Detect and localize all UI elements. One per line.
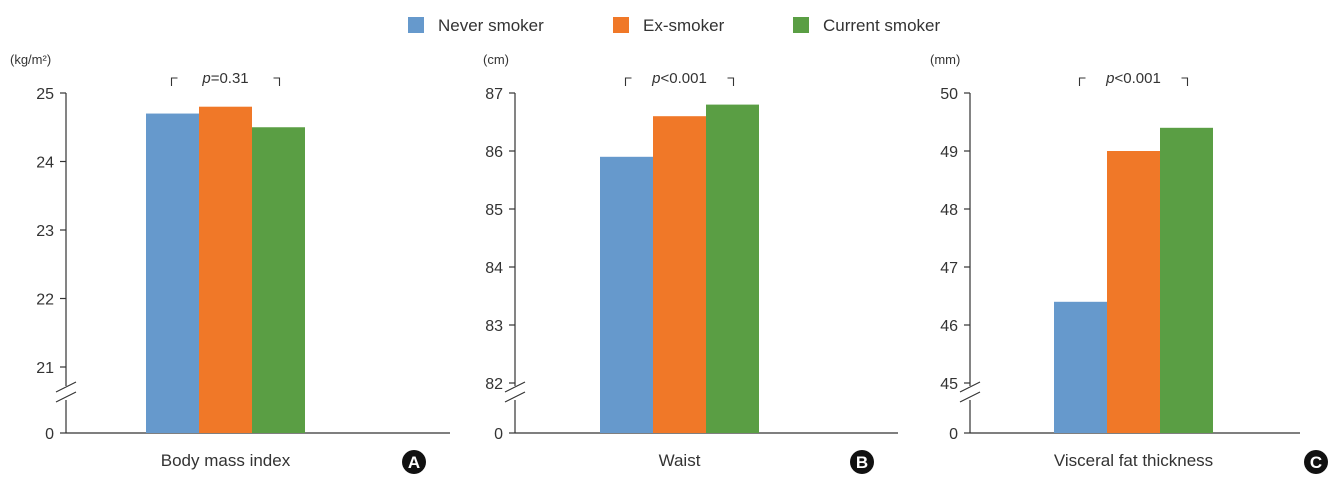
y-unit-label: (kg/m²) xyxy=(10,52,51,67)
bar-never-smoker xyxy=(146,113,199,434)
legend-label: Ex-smoker xyxy=(643,16,725,35)
bar-never-smoker xyxy=(600,156,653,434)
legend-item: Current smoker xyxy=(793,16,940,35)
p-symbol: p xyxy=(201,70,210,87)
p-bracket-left xyxy=(1078,77,1086,86)
p-value-text: <0.001 xyxy=(1115,70,1161,87)
p-value-annotation: p=0.31 xyxy=(170,70,281,87)
legend: Never smoker Ex-smoker Current smoker xyxy=(408,16,940,35)
y-unit-label: (cm) xyxy=(483,52,509,67)
p-bracket-right xyxy=(273,77,281,86)
x-category-label: Body mass index xyxy=(161,451,291,470)
p-value-annotation: p<0.001 xyxy=(1078,70,1189,87)
y-tick-label: 22 xyxy=(36,292,54,309)
y-tick-label: 0 xyxy=(949,426,958,443)
panel-letter-badge: A xyxy=(402,450,426,474)
y-tick-label: 0 xyxy=(494,426,503,443)
p-bracket-left xyxy=(624,77,632,86)
legend-label: Never smoker xyxy=(438,16,544,35)
y-tick-label: 84 xyxy=(485,260,503,277)
legend-item: Ex-smoker xyxy=(613,16,725,35)
p-symbol: p xyxy=(1105,70,1114,87)
p-bracket-right xyxy=(727,77,735,86)
p-bracket-right xyxy=(1181,77,1189,86)
y-tick-label: 86 xyxy=(485,144,503,161)
bar-current-smoker xyxy=(252,127,305,433)
axis-break xyxy=(959,381,981,403)
p-bracket-left xyxy=(170,77,178,86)
bar-ex-smoker xyxy=(653,116,706,433)
y-tick-label: 50 xyxy=(940,86,958,103)
y-tick-label: 45 xyxy=(940,376,958,393)
p-value-label: p<0.001 xyxy=(651,70,707,87)
legend-label: Current smoker xyxy=(823,16,940,35)
y-tick-label: 82 xyxy=(485,376,503,393)
panel-letter: C xyxy=(1310,453,1322,472)
p-value-text: <0.001 xyxy=(661,70,707,87)
p-value-label: p=0.31 xyxy=(201,70,248,87)
y-tick-label: 87 xyxy=(485,86,503,103)
chart-panel-c: 0 45 46 47 48 49 50 (mm) Visceral fat thickness p… xyxy=(930,52,1328,474)
bar-never-smoker xyxy=(1054,301,1107,433)
p-symbol: p xyxy=(651,70,660,87)
legend-swatch xyxy=(408,17,424,33)
y-tick-label: 23 xyxy=(36,223,54,240)
y-tick-label: 83 xyxy=(485,318,503,335)
y-tick-label: 85 xyxy=(485,202,503,219)
y-tick-label: 0 xyxy=(45,426,54,443)
axis-break xyxy=(504,381,526,403)
legend-swatch xyxy=(613,17,629,33)
legend-swatch xyxy=(793,17,809,33)
x-category-label: Visceral fat thickness xyxy=(1054,451,1213,470)
y-unit-label: (mm) xyxy=(930,52,960,67)
panel-letter: A xyxy=(408,453,420,472)
panel-letter-badge: C xyxy=(1304,450,1328,474)
bar-ex-smoker xyxy=(1107,151,1160,433)
legend-item: Never smoker xyxy=(408,16,544,35)
y-tick-label: 48 xyxy=(940,202,958,219)
p-value-label: p<0.001 xyxy=(1105,70,1161,87)
y-tick-label: 49 xyxy=(940,144,958,161)
y-tick-label: 25 xyxy=(36,86,54,103)
panel-letter: B xyxy=(856,453,868,472)
chart-panel-a: 0 21 22 23 24 25 (kg/m²) Body mass index p=0.31 A xyxy=(10,52,450,474)
axis-break xyxy=(55,381,77,403)
p-value-text: =0.31 xyxy=(211,70,249,87)
panel-letter-badge: B xyxy=(850,450,874,474)
y-tick-label: 46 xyxy=(940,318,958,335)
bar-current-smoker xyxy=(1160,127,1213,434)
chart-panel-b: 0 82 83 84 85 86 87 (cm) Waist p<0.001 B xyxy=(483,52,898,474)
y-tick-label: 47 xyxy=(940,260,958,277)
p-value-annotation: p<0.001 xyxy=(624,70,735,87)
y-tick-label: 24 xyxy=(36,155,54,172)
bar-current-smoker xyxy=(706,104,759,433)
bar-ex-smoker xyxy=(199,106,252,433)
x-category-label: Waist xyxy=(659,451,701,470)
y-tick-label: 21 xyxy=(36,360,54,377)
